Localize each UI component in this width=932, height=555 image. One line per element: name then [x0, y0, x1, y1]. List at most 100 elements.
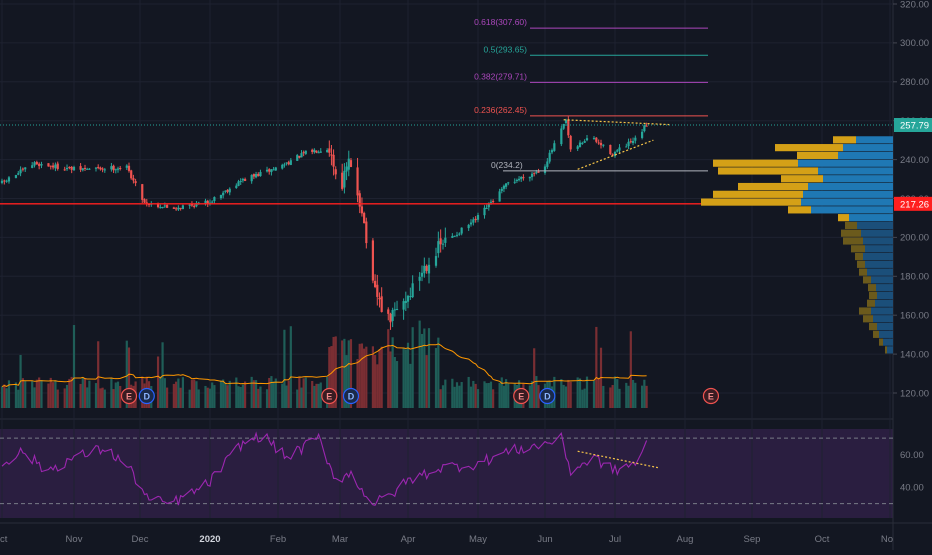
candle-body	[181, 205, 185, 210]
candle	[125, 164, 128, 170]
candle-body	[125, 165, 128, 168]
candle-body	[402, 301, 405, 310]
candle	[616, 149, 619, 153]
candle-body	[315, 150, 318, 153]
price-axis[interactable]: 320.00300.00280.00260.00240.00220.00200.…	[893, 0, 932, 494]
volume-bar	[356, 359, 359, 408]
candle	[643, 124, 646, 133]
candle	[513, 178, 516, 184]
volume-bar	[578, 378, 582, 408]
candle	[389, 312, 392, 330]
earnings-marker[interactable]: E	[321, 387, 338, 405]
volume-bar	[343, 338, 346, 408]
volume-bar	[618, 388, 621, 408]
volume-profile-down	[841, 229, 861, 237]
volume-bar	[302, 378, 305, 408]
candle-body	[543, 166, 547, 173]
candle	[334, 166, 337, 180]
dividend-marker[interactable]: D	[342, 387, 360, 405]
volume-profile-down	[868, 284, 876, 292]
candle-body	[281, 164, 284, 169]
candle	[439, 229, 442, 253]
candle	[640, 129, 644, 140]
time-axis[interactable]: ct Nov Dec 2020 Feb Mar Apr May Jun Jul Aug Sep Oct N…	[0, 534, 893, 545]
candle-body	[517, 178, 521, 181]
volume-bar	[391, 337, 394, 408]
price-tick-label: 120.00	[900, 388, 929, 399]
candle	[425, 264, 428, 274]
candle	[35, 160, 38, 165]
earnings-marker[interactable]: E	[513, 387, 530, 405]
candle-body	[409, 296, 412, 298]
candle	[172, 206, 175, 209]
volume-bar	[226, 385, 229, 408]
volume-bar	[535, 376, 538, 408]
candle-body	[265, 169, 269, 172]
volume-bar	[35, 379, 38, 408]
candle	[507, 181, 510, 186]
dividend-marker[interactable]: D	[138, 387, 155, 405]
lower-trendline	[577, 139, 654, 170]
candle	[451, 233, 454, 239]
candle-body	[270, 169, 273, 173]
volume-profile-down	[885, 346, 887, 354]
volume-bar	[289, 326, 292, 408]
time-tick-label: Mar	[332, 534, 348, 545]
candle	[252, 173, 255, 180]
earnings-marker[interactable]: E	[120, 387, 138, 405]
event-marker-letter: E	[518, 391, 524, 401]
volume-profile-up	[871, 276, 893, 284]
rsi-tick-label: 60.00	[900, 450, 924, 461]
volume-bar	[402, 347, 405, 408]
volume-bar	[504, 379, 508, 408]
dividend-marker[interactable]: D	[539, 387, 556, 405]
candle-body	[54, 164, 57, 169]
candle	[56, 161, 59, 171]
candle	[363, 211, 366, 224]
candle	[562, 123, 565, 130]
candle	[143, 198, 146, 204]
candle-body	[99, 167, 102, 170]
volume-bar	[453, 386, 456, 408]
candle-body	[0, 180, 4, 183]
volume-profile-up	[863, 237, 893, 245]
volume-profile-down	[788, 206, 811, 214]
volume-bar	[103, 389, 106, 408]
volume-bar	[63, 388, 66, 408]
candle	[112, 164, 115, 174]
volume-profile-down	[718, 167, 818, 175]
volume-profile-up	[879, 330, 893, 338]
candle	[14, 174, 18, 179]
volume-bar	[567, 379, 570, 408]
time-tick-label: Oct	[815, 534, 830, 545]
volume-bar	[68, 378, 71, 408]
candle-body	[328, 148, 331, 153]
volume-bar	[585, 376, 589, 408]
candle	[3, 179, 6, 185]
volume-bar	[56, 389, 59, 408]
candle-body	[564, 119, 568, 123]
volume-bar	[88, 380, 91, 408]
volume-profile-down	[859, 307, 871, 315]
volume-bar	[114, 382, 117, 408]
volume-profile-up	[857, 221, 893, 230]
volume-profile-up	[877, 291, 893, 300]
candle	[599, 139, 603, 149]
candle-body	[177, 207, 180, 210]
candle	[618, 144, 621, 154]
candle	[5, 179, 8, 183]
volume-profile-up	[818, 167, 893, 175]
candle-body	[285, 162, 288, 164]
candle	[304, 150, 307, 155]
candle-body	[492, 200, 495, 202]
candle	[116, 166, 120, 173]
volume-bar	[99, 388, 102, 408]
earnings-marker[interactable]: E	[702, 387, 720, 405]
volume-bar	[315, 383, 318, 408]
candle	[119, 165, 122, 171]
candle-body	[380, 296, 383, 312]
volume-bar	[502, 385, 506, 408]
